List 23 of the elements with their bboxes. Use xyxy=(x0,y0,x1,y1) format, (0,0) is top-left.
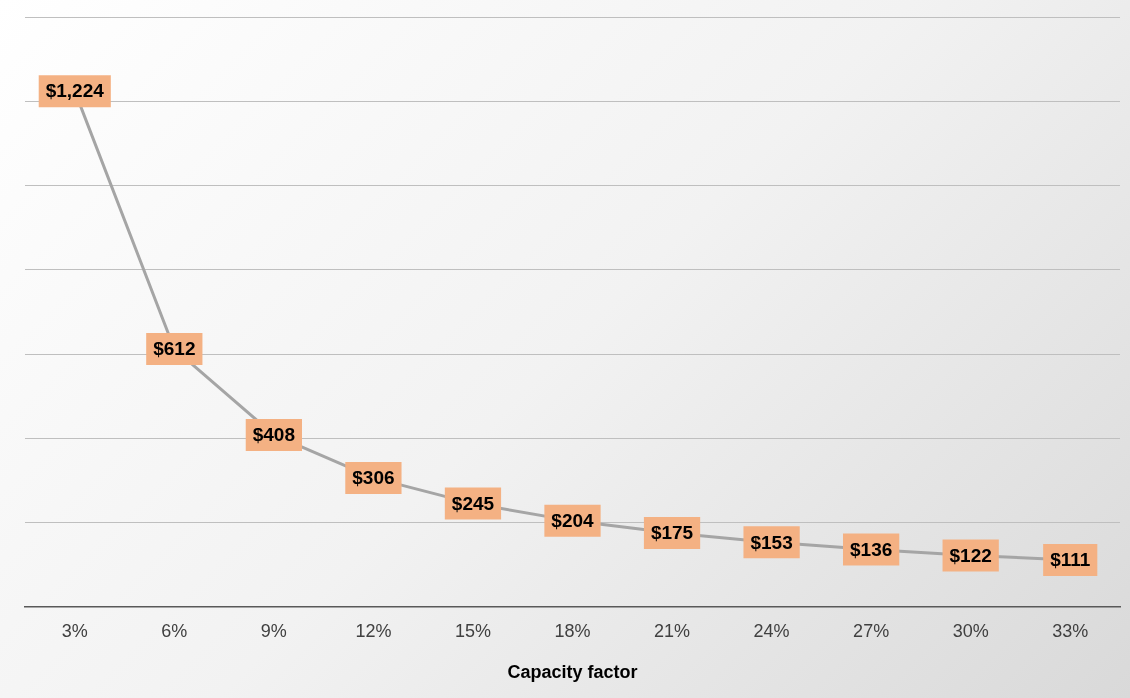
data-label: $122 xyxy=(949,544,992,566)
x-tick-label: 33% xyxy=(1052,620,1089,641)
x-tick-label: 21% xyxy=(654,620,691,641)
data-label: $1,224 xyxy=(45,80,105,102)
x-tick-label: 30% xyxy=(952,620,989,641)
data-label: $175 xyxy=(650,522,694,544)
data-label: $612 xyxy=(153,338,196,360)
data-label: $245 xyxy=(451,492,495,514)
x-tick-label: 9% xyxy=(260,620,287,641)
data-label: $408 xyxy=(252,424,295,446)
x-tick-label: 18% xyxy=(554,620,591,641)
data-label: $136 xyxy=(850,538,893,560)
x-tick-label: 12% xyxy=(355,620,392,641)
x-tick-label: 24% xyxy=(753,620,790,641)
x-tick-label: 3% xyxy=(61,620,88,641)
data-label: $111 xyxy=(1050,549,1091,571)
x-tick-label: 15% xyxy=(454,620,491,641)
x-axis-title: Capacity factor xyxy=(507,662,638,683)
x-tick-label: 6% xyxy=(161,620,188,641)
data-label: $306 xyxy=(352,467,395,489)
data-label: $204 xyxy=(551,510,595,532)
data-label: $153 xyxy=(750,531,793,553)
x-tick-label: 27% xyxy=(853,620,890,641)
